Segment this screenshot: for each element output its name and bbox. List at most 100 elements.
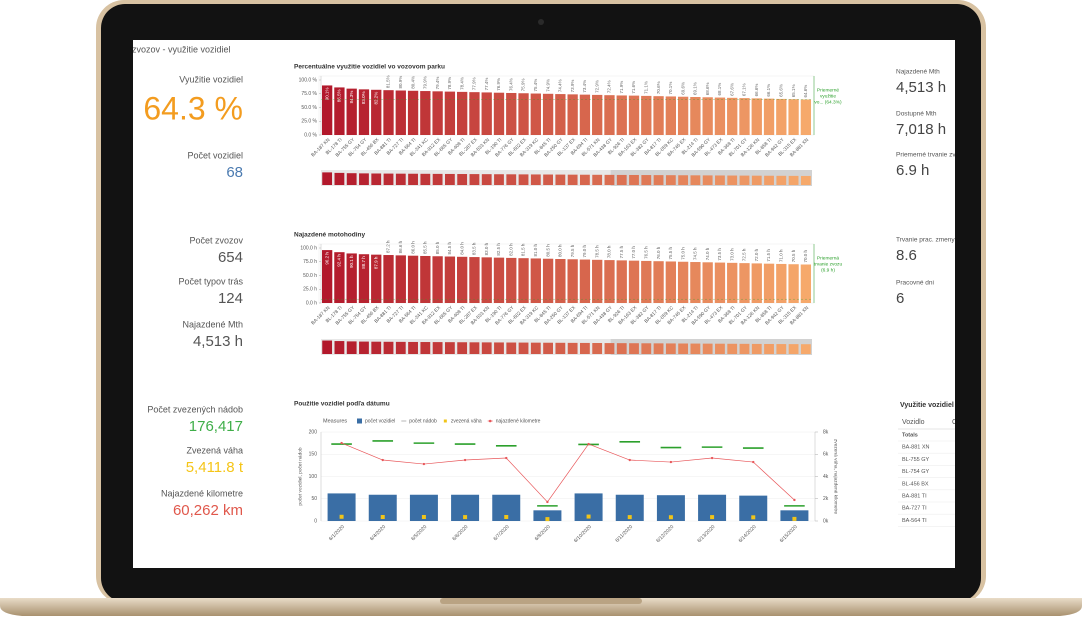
minimap-bar [518,174,529,185]
square-marker [421,514,426,519]
value-label: 84.0 h [459,242,464,255]
bar [653,96,664,135]
value-label: 87.2 h [386,240,391,253]
bar [530,93,541,135]
minimap-bar [764,343,774,354]
kpi-value: 8.6 [896,247,917,264]
bar [592,259,603,303]
minimap-bar [776,344,787,354]
kpi-label: Počet typov trás [178,276,243,286]
kpi-value: 68 [226,164,243,181]
square-marker [380,514,385,519]
value-label: 80.9% [398,76,403,89]
value-label: 76.0 h [656,246,661,259]
line-point [340,441,343,445]
table-cell: BL-456 BX [902,481,929,487]
value-label: 72.4% [607,80,612,93]
minimap-bar [715,175,725,185]
value-label: 84.3% [349,91,354,104]
value-label: 70.1% [668,82,673,95]
bar [457,256,468,303]
line-point [546,500,549,504]
bar [702,97,713,135]
minimap-bar [543,342,553,354]
minimap-bar [469,174,480,185]
bar [407,255,419,303]
line-point [587,442,590,446]
value-label: 68.1% [717,83,722,96]
value-label: 72.9% [594,80,599,93]
minimap-bar [408,173,418,185]
minimap-bar [567,342,578,354]
kpi-label: Počet vozidiel [187,150,243,160]
kpi-value: 7,018 h [896,121,946,138]
reference-label: využitie [820,93,836,99]
value-label: 73.9% [570,80,575,93]
value-label: 70.5 h [791,249,796,262]
reference-label: vo... (64.3%) [814,99,842,105]
bar [641,260,652,303]
bar [346,253,357,303]
value-label: 86.5% [337,89,342,102]
value-label: 76.5 h [643,246,648,259]
kpi-value: 4,513 h [896,79,946,96]
y-tick-label: 100.0 % [299,77,318,83]
bar [776,98,787,135]
value-label: 86.0 h [410,241,415,254]
kpi-label: Priemerné trvanie zvozu [896,152,966,159]
value-label: 90.1 h [349,255,354,268]
bar [727,97,738,135]
minimap-bar [592,343,603,354]
bar [714,97,726,135]
value-label: 84.5 h [447,242,452,255]
minimap-bar [604,343,615,354]
bar [371,89,382,135]
bar [665,261,676,303]
minimap-bar [518,342,529,354]
table-title: Využitie vozidiel pod [900,402,969,409]
minimap-bar [506,342,517,354]
minimap-bar [690,343,701,354]
minimap-bar [739,343,750,354]
line-point [752,460,755,464]
kpi-value: 176,417 [189,418,243,435]
minimap-bar [469,342,480,354]
minimap-bar [739,175,750,185]
minimap-bar [346,341,357,354]
minimap-bar [751,343,762,354]
bar [506,92,517,135]
bar [395,90,406,135]
square-marker [463,515,468,520]
value-label: 71.6% [631,81,636,94]
minimap-bar [616,174,627,185]
y-tick-label: 50.0 h [303,273,317,279]
bar [690,96,701,135]
value-label: 86.6 h [398,240,403,253]
value-label: 76.4% [508,78,513,91]
value-label: 88.7 h [361,256,366,269]
minimap-bar [395,173,406,185]
minimap-bar [653,343,664,354]
value-label: 70.6% [656,81,661,94]
minimap-bar [444,173,455,185]
bar [555,259,566,303]
minimap-bar [506,174,517,185]
bar [653,261,664,303]
line-point [381,458,384,462]
page-title: za zvozov - využitie vozidiel [120,44,231,54]
y-tick-label: 0 [314,518,317,524]
line-point [463,458,467,462]
value-label: 67.1% [742,83,747,96]
value-label: 83.0 h [484,242,489,255]
line-point [505,456,508,460]
kpi-value: 124 [218,290,243,307]
value-label: 73.5 h [717,248,722,261]
value-label: 83.0% [361,91,366,104]
value-label: 80.4% [410,76,415,89]
bar [457,91,468,135]
bar [739,263,750,303]
kpi-value: 4,513 h [193,333,243,350]
minimap-bar [567,174,578,185]
minimap-bar [665,175,676,185]
kpi-label: Zvezená váha [186,445,243,455]
